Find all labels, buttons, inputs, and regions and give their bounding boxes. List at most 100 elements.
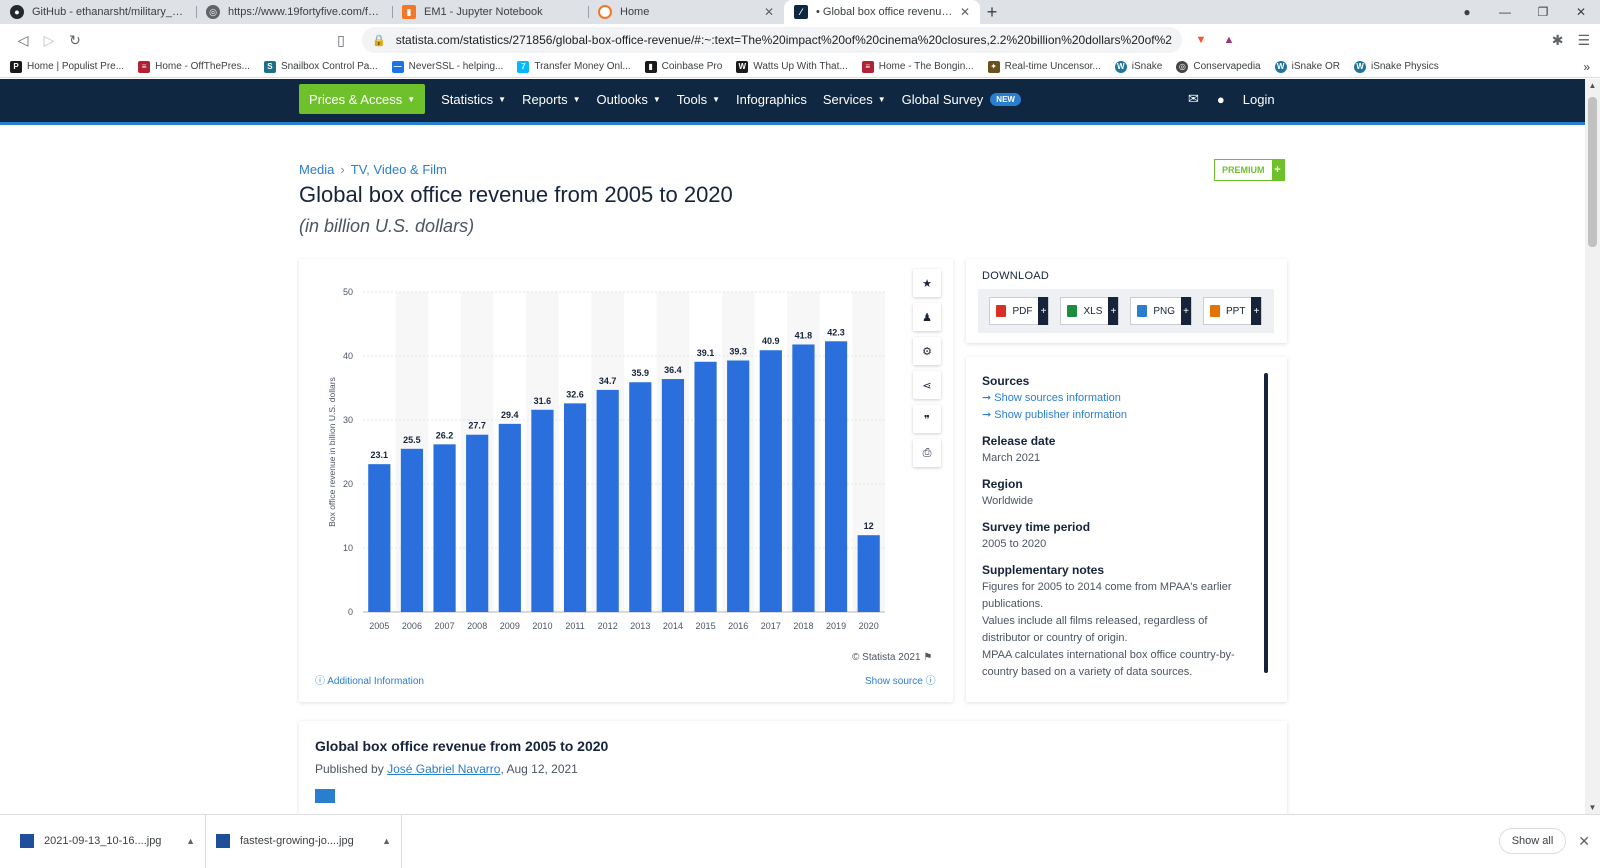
browser-tab-jupyter-home[interactable]: Home ✕ [588,0,784,24]
download-ppt-button[interactable]: PPT + [1203,297,1263,325]
bookmark-item[interactable]: W Watts Up With That... [736,60,848,73]
lock-icon[interactable]: 🔒 [372,34,386,47]
image-file-icon [216,834,230,848]
brave-shield-icon[interactable]: ▼ [1195,34,1207,46]
close-shelf-icon[interactable]: ✕ [1578,832,1590,849]
plus-icon: + [1038,297,1049,325]
data-label: 27.7 [468,421,486,431]
globe-icon[interactable]: ● [1216,91,1225,107]
tab-title: EM1 - Jupyter Notebook [424,6,543,18]
scrollbar-thumb[interactable] [1588,97,1597,247]
reload-icon[interactable]: ↻ [69,31,81,48]
download-item[interactable]: fastest-growing-jo....jpg ▲ [206,814,402,868]
breadcrumb-media[interactable]: Media [299,162,335,177]
bookmark-item[interactable]: ≡ Home - OffThePres... [138,60,250,73]
show-publisher-link[interactable]: ➞ Show publisher information [982,409,1127,421]
nav-reports[interactable]: Reports ▼ [522,92,580,107]
more-bookmarks-icon[interactable]: » [1583,59,1590,74]
close-tab-icon[interactable]: ✕ [959,5,970,19]
x-tick-label: 2009 [500,621,520,631]
nav-statistics[interactable]: Statistics ▼ [441,92,506,107]
bookmark-item[interactable]: S Snailbox Control Pa... [263,60,378,73]
xls-file-icon [1067,305,1078,317]
scroll-down-icon[interactable]: ▼ [1588,803,1597,812]
bookmark-item[interactable]: ✦ Real-time Uncensor... [987,60,1101,73]
download-item[interactable]: 2021-09-13_10-16....jpg ▲ [10,814,206,868]
menu-icon[interactable]: ☰ [1577,31,1590,48]
quote-icon[interactable]: ❞ [913,405,941,433]
login-link[interactable]: Login [1242,91,1275,107]
nav-tools[interactable]: Tools ▼ [677,92,720,107]
wordpress-icon: W [1274,60,1287,73]
chevron-up-icon[interactable]: ▲ [382,836,391,846]
share-icon[interactable]: ⋖ [913,371,941,399]
show-source-link[interactable]: Show source ⓘ [865,672,936,687]
show-source-label: Show source [865,676,923,687]
image-file-icon [20,834,34,848]
x-tick-label: 2019 [826,621,846,631]
scroll-up-icon[interactable]: ▲ [1588,81,1597,90]
bookmark-item[interactable]: 7 Transfer Money Onl... [517,60,631,73]
globe-icon: ◎ [1176,60,1189,73]
extensions-icon[interactable]: ✱ [1551,31,1564,48]
address-bar[interactable]: 🔒 statista.com/statistics/271856/global-… [362,27,1182,53]
new-tab-button[interactable]: + [986,1,998,22]
breadcrumb-tv-video-film[interactable]: TV, Video & Film [350,162,447,177]
nav-label: Statistics [441,91,494,107]
print-icon[interactable]: ⎙ [913,439,941,467]
browser-tab-github[interactable]: ● GitHub - ethanarsht/military_rankings [0,0,196,24]
nav-outlooks[interactable]: Outlooks ▼ [597,92,661,107]
nav-infographics[interactable]: Infographics [736,92,807,107]
supplementary-note: Figures for 2005 to 2014 come from MPAA'… [982,581,1232,610]
flag-icon: ≡ [861,60,874,73]
download-png-button[interactable]: PNG + [1130,297,1193,325]
wordpress-icon: W [1353,60,1366,73]
mail-icon[interactable]: ✉ [1188,91,1199,106]
close-tab-icon[interactable]: ✕ [763,5,774,19]
restore-icon[interactable]: ❐ [1537,5,1549,19]
back-icon[interactable]: ◁ [17,31,29,48]
plus-icon: + [1271,160,1284,180]
nav-global-survey[interactable]: Global Survey NEW [902,92,1021,107]
breadcrumb: Media › TV, Video & Film [299,162,447,177]
chart-bar [857,535,880,612]
chart-toolbar: ★ ♟ ⚙ ⋖ ❞ ⎙ [913,269,941,467]
show-all-downloads-button[interactable]: Show all [1498,828,1567,854]
download-pdf-button[interactable]: PDF + [989,297,1050,325]
premium-badge[interactable]: PREMIUM + [1214,159,1285,181]
bookmark-item[interactable]: P Home | Populist Pre... [10,60,124,73]
nav-services[interactable]: Services ▼ [823,92,886,107]
chevron-up-icon[interactable]: ▲ [186,836,195,846]
forward-icon[interactable]: ▷ [43,31,55,48]
close-window-icon[interactable]: ✕ [1575,5,1587,19]
bell-icon[interactable]: ♟ [913,303,941,331]
bookmark-item[interactable]: ≡ Home - The Bongin... [861,60,974,73]
bookmark-item[interactable]: — NeverSSL - helping... [391,60,503,73]
author-link[interactable]: José Gabriel Navarro [387,762,501,776]
ppt-file-icon [1210,305,1221,317]
browser-tab-jupyter-notebook[interactable]: ▮ EM1 - Jupyter Notebook [392,0,588,24]
star-icon[interactable]: ★ [913,269,941,297]
minimize-icon[interactable]: — [1499,5,1511,19]
bookmark-item[interactable]: ▮ Coinbase Pro [644,60,722,73]
additional-information-link[interactable]: ⓘ Additional Information [315,672,424,687]
details-scrollbar[interactable] [1264,373,1268,673]
gear-icon[interactable]: ⚙ [913,337,941,365]
brave-rewards-icon[interactable]: ▲ [1223,34,1235,46]
prices-access-button[interactable]: Prices & Access ▼ [299,84,426,114]
neverssl-icon: — [391,60,404,73]
bookmark-item[interactable]: ◎ Conservapedia [1176,60,1261,73]
show-sources-link[interactable]: ➞ Show sources information [982,392,1121,404]
page-scrollbar[interactable]: ▲ ▼ [1585,79,1600,814]
profile-icon[interactable]: ● [1463,5,1471,19]
x-tick-label: 2005 [369,621,389,631]
download-xls-button[interactable]: XLS + [1060,297,1120,325]
bookmark-page-icon[interactable]: ▯ [337,31,345,48]
browser-tab-19fortyfive[interactable]: ◎ https://www.19fortyfive.com/feed/ [196,0,392,24]
browser-tab-statista[interactable]: ⁄ • Global box office revenue 2020 ✕ [784,0,980,24]
download-format-label: PPT [1226,305,1246,317]
chart-bar [498,423,521,612]
